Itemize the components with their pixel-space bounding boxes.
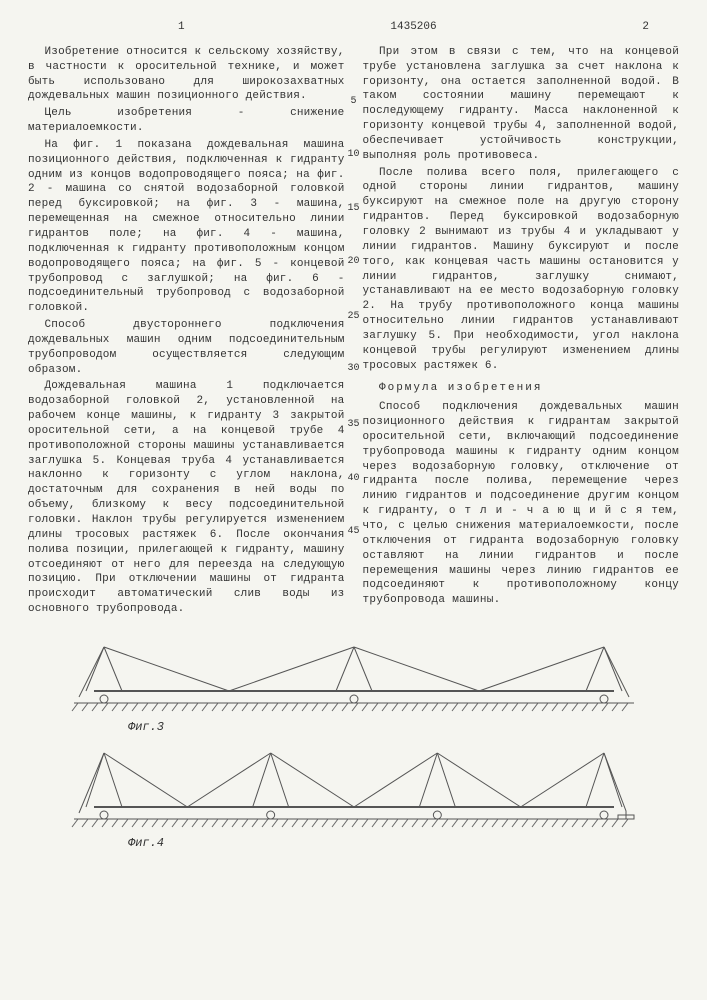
- line-marker: 10: [345, 148, 363, 162]
- paragraph: Изобретение относится к сельскому хозяйс…: [28, 45, 345, 104]
- figures-block: Фиг.3 Фиг.4: [28, 637, 679, 851]
- paragraph: После полива всего поля, прилегающего с …: [363, 166, 680, 374]
- line-marker: 15: [345, 202, 363, 216]
- page-num-left: 1: [178, 20, 185, 35]
- figure-3-label: Фиг.3: [128, 719, 679, 735]
- paragraph: Способ двустороннего подключения дождева…: [28, 318, 345, 377]
- line-marker: 45: [345, 525, 363, 539]
- right-column: При этом в связи с тем, что на концевой …: [363, 45, 680, 619]
- figure-3: [64, 637, 644, 717]
- paragraph: На фиг. 1 показана дождевальная машина п…: [28, 138, 345, 316]
- line-marker: 25: [345, 310, 363, 324]
- patent-number: 1435206: [390, 20, 436, 35]
- line-marker: 5: [345, 95, 363, 109]
- line-marker: 40: [345, 472, 363, 486]
- paragraph: При этом в связи с тем, что на концевой …: [363, 45, 680, 164]
- line-marker: 35: [345, 418, 363, 432]
- figure-4-label: Фиг.4: [128, 835, 679, 851]
- formula-body: Способ подключения дождевальных машин по…: [363, 400, 680, 608]
- line-marker: 20: [345, 255, 363, 269]
- page: 1 1435206 2 5 10 15 20 25 30 35 40 45 Изобретени…: [0, 0, 707, 1000]
- line-marker: 30: [345, 362, 363, 376]
- figure-4: [64, 743, 644, 833]
- paragraph: Дождевальная машина 1 подключается водоз…: [28, 379, 345, 617]
- header: 1 1435206 2: [28, 20, 679, 35]
- left-column: Изобретение относится к сельскому хозяйс…: [28, 45, 345, 619]
- page-num-right: 2: [642, 20, 649, 35]
- formula-title: Формула изобретения: [363, 381, 680, 396]
- paragraph: Цель изобретения - снижение материалоемк…: [28, 106, 345, 136]
